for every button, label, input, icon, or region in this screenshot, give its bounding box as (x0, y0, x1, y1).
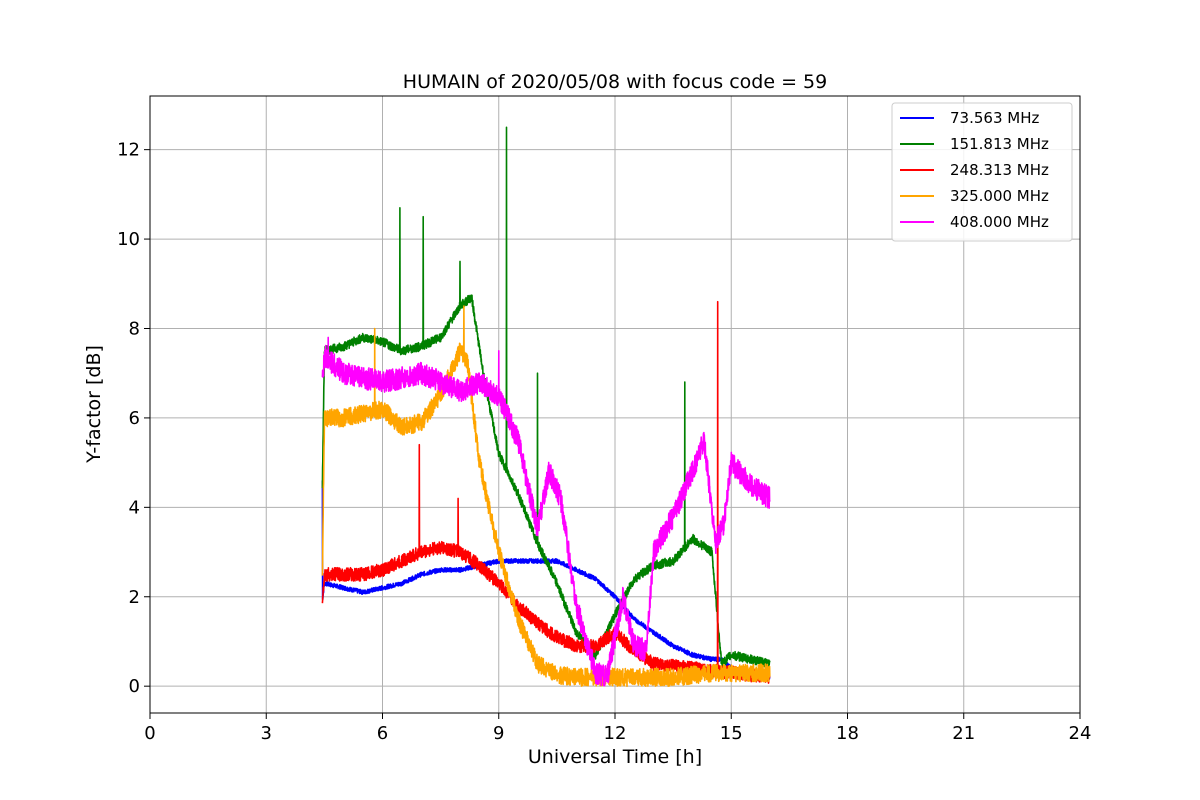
legend-label: 73.563 MHz (950, 109, 1039, 127)
x-ticks: 0 3 6 9 12 15 18 21 24 (144, 713, 1091, 744)
x-tick-label: 6 (377, 723, 388, 744)
y-tick-label: 0 (129, 676, 140, 697)
y-tick-label: 6 (129, 408, 140, 429)
x-tick-label: 21 (952, 723, 975, 744)
y-ticks: 0 2 4 6 8 10 12 (117, 140, 150, 697)
y-tick-label: 2 (129, 587, 140, 608)
x-tick-label: 9 (493, 723, 504, 744)
y-axis-label: Y-factor [dB] (83, 345, 105, 464)
series-layer (321, 126, 771, 687)
legend: 73.563 MHz 151.813 MHz 248.313 MHz 325.000 … (891, 102, 1073, 242)
legend-box (891, 102, 1073, 242)
x-tick-label: 3 (261, 723, 272, 744)
x-tick-label: 15 (720, 723, 743, 744)
legend-label: 151.813 MHz (950, 135, 1049, 153)
legend-label: 248.313 MHz (950, 161, 1049, 179)
x-axis-label: Universal Time [h] (528, 746, 702, 768)
y-tick-label: 10 (117, 229, 140, 250)
x-tick-label: 18 (836, 723, 859, 744)
y-tick-label: 4 (129, 497, 140, 518)
x-tick-label: 0 (144, 723, 155, 744)
y-tick-label: 8 (129, 318, 140, 339)
legend-label: 408.000 MHz (950, 213, 1049, 231)
chart-title: HUMAIN of 2020/05/08 with focus code = 5… (403, 71, 827, 93)
y-tick-label: 12 (117, 140, 140, 161)
x-tick-label: 12 (604, 723, 627, 744)
series-line-2 (321, 300, 771, 684)
x-tick-label: 24 (1069, 723, 1092, 744)
series-line-3 (321, 305, 771, 687)
series-line-4 (321, 336, 771, 687)
series-line-1 (321, 126, 771, 668)
legend-label: 325.000 MHz (950, 187, 1049, 205)
